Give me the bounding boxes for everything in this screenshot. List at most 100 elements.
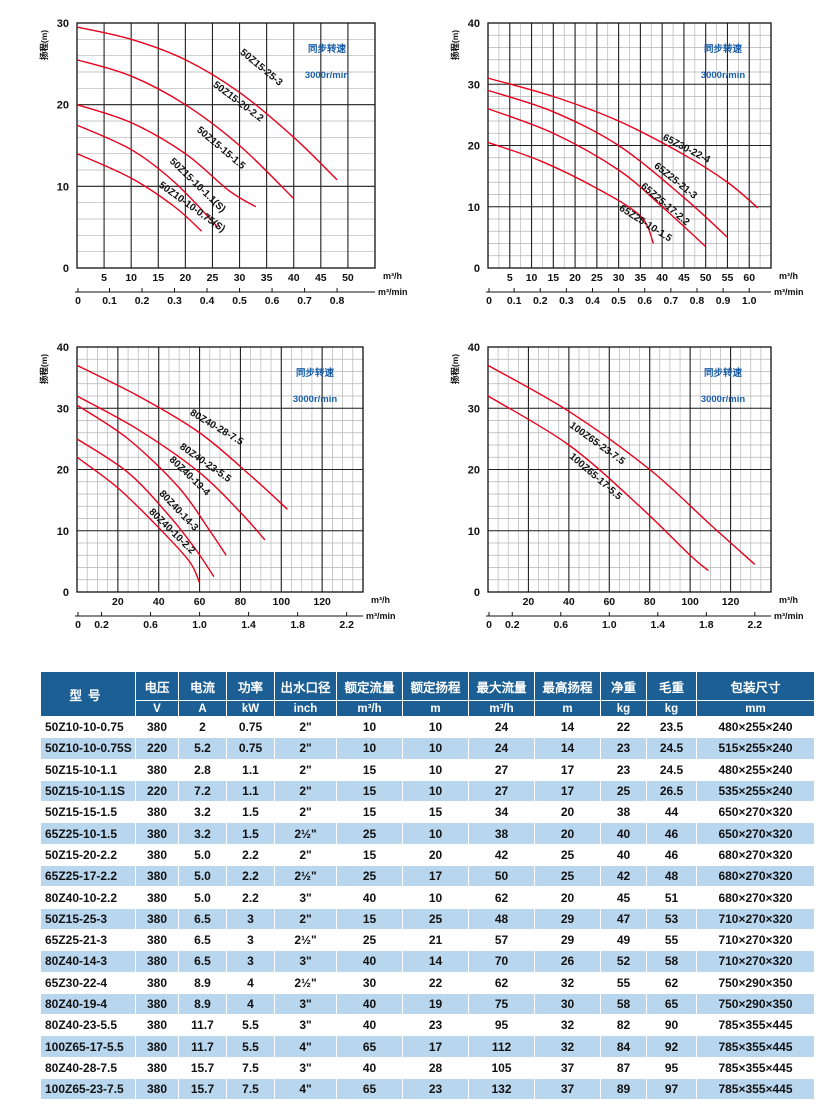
value-cell: 17: [402, 1035, 469, 1058]
value-cell: 10: [402, 758, 469, 781]
value-cell: 82: [600, 1014, 647, 1037]
value-cell: 785×355×445: [696, 1056, 815, 1080]
header-cell: 出水口径: [274, 671, 337, 701]
value-cell: 10: [336, 737, 403, 760]
value-cell: 480×255×240: [696, 758, 815, 781]
plot-frame: [487, 22, 772, 269]
x-tick-label: 20: [523, 596, 535, 608]
x-tick-label: 40: [563, 596, 575, 608]
value-cell: 5.5: [226, 1014, 275, 1037]
value-cell: 48: [646, 865, 697, 888]
value-cell: 23.5: [646, 715, 697, 739]
value-cell: 65: [336, 1035, 403, 1058]
table-row: 50Z10-10-0.75S 220 5.2 0.75 2" 10 10 24 14 23 24.5…: [40, 737, 815, 760]
y-axis-label: 扬程(m): [450, 354, 460, 384]
value-cell: 34: [468, 801, 535, 824]
value-cell: 17: [534, 779, 601, 803]
performance-curve: [487, 395, 709, 572]
model-cell: 65Z25-17-2.2: [40, 865, 136, 888]
performance-curve: [76, 104, 257, 208]
value-cell: 710×270×320: [696, 907, 815, 930]
value-cell: 4": [274, 1035, 337, 1058]
value-cell: 90: [646, 1014, 697, 1037]
value-cell: 380: [135, 1035, 179, 1058]
value-cell: 4: [226, 992, 275, 1016]
value-cell: 38: [468, 822, 535, 845]
value-cell: 24.5: [646, 737, 697, 760]
value-cell: 40: [600, 843, 647, 867]
x-tick-label: 80: [235, 596, 247, 608]
model-cell: 80Z40-14-3: [40, 950, 136, 973]
x2-tick-label: 0.9: [716, 295, 731, 307]
unit-cell: m: [402, 700, 469, 717]
x-tick-label: 40: [288, 272, 300, 284]
value-cell: 62: [468, 971, 535, 994]
value-cell: 51: [646, 886, 697, 909]
value-cell: 2": [274, 843, 337, 867]
y-tick-label: 20: [468, 465, 480, 477]
x-axis-label: m³/h: [383, 271, 402, 281]
x-tick-label: 45: [678, 272, 690, 284]
value-cell: 535×255×240: [696, 779, 815, 803]
curve-label: 50Z15-25-3: [238, 47, 285, 89]
value-cell: 7.5: [226, 1078, 275, 1101]
model-cell: 100Z65-17-5.5: [40, 1035, 136, 1058]
performance-curve: [76, 395, 266, 541]
value-cell: 58: [600, 992, 647, 1016]
x2-tick-label: 0.6: [143, 619, 158, 631]
model-cell: 80Z40-10-2.2: [40, 886, 136, 909]
value-cell: 2.2: [226, 886, 275, 909]
x2-tick-label: 0: [486, 619, 492, 631]
value-cell: 20: [534, 801, 601, 824]
value-cell: 42: [468, 843, 535, 867]
table-row: 50Z10-10-0.75 380 2 0.75 2" 10 10 24 14 22 23.5 480…: [40, 715, 815, 739]
performance-curve: [76, 59, 295, 200]
x2-tick-label: 0.1: [102, 295, 117, 307]
header-cell: 电流: [178, 671, 227, 701]
model-cell: 100Z65-23-7.5: [40, 1078, 136, 1101]
value-cell: 3": [274, 1056, 337, 1080]
table-row: 50Z15-10-1.1S 220 7.2 1.1 2" 15 10 27 17 25 26.5 53…: [40, 779, 815, 803]
y-tick-label: 20: [57, 465, 69, 477]
value-cell: 58: [646, 950, 697, 973]
value-cell: 10: [402, 822, 469, 845]
value-cell: 10: [336, 715, 403, 739]
x-tick-label: 10: [125, 272, 137, 284]
value-cell: 75: [468, 992, 535, 1016]
value-cell: 380: [135, 992, 179, 1016]
value-cell: 23: [402, 1078, 469, 1101]
value-cell: 650×270×320: [696, 822, 815, 845]
value-cell: 6.5: [178, 950, 227, 973]
value-cell: 22: [402, 971, 469, 994]
table-row: 80Z40-23-5.5 380 11.7 5.5 3" 40 23 95 32 82 90 785×…: [40, 1014, 815, 1037]
value-cell: 40: [336, 1014, 403, 1037]
x-tick-label: 25: [207, 272, 219, 284]
model-cell: 50Z15-15-1.5: [40, 801, 136, 824]
performance-curve: [76, 438, 215, 578]
x2-tick-label: 1.0: [742, 295, 757, 307]
value-cell: 3.2: [178, 822, 227, 845]
x2-tick-label: 1.8: [699, 619, 714, 631]
x2-tick-label: 0.4: [200, 295, 215, 307]
y-tick-label: 40: [468, 342, 480, 354]
value-cell: 11.7: [178, 1014, 227, 1037]
x2-tick-label: 0.5: [232, 295, 247, 307]
value-cell: 132: [468, 1078, 535, 1101]
x-tick-label: 40: [656, 272, 668, 284]
x-tick-label: 60: [603, 596, 615, 608]
x-axis-label: m³/h: [371, 595, 390, 605]
value-cell: 40: [336, 886, 403, 909]
value-cell: 105: [468, 1056, 535, 1080]
value-cell: 3": [274, 950, 337, 973]
value-cell: 650×270×320: [696, 801, 815, 824]
x-tick-label: 20: [180, 272, 192, 284]
x2-tick-label: 0.4: [585, 295, 600, 307]
value-cell: 2½": [274, 928, 337, 952]
x2-tick-label: 0.3: [559, 295, 574, 307]
unit-cell: m³/h: [336, 700, 403, 717]
x-tick-label: 50: [700, 272, 712, 284]
value-cell: 32: [534, 971, 601, 994]
model-cell: 50Z15-10-1.1: [40, 758, 136, 781]
value-cell: 5.0: [178, 886, 227, 909]
value-cell: 53: [646, 907, 697, 930]
